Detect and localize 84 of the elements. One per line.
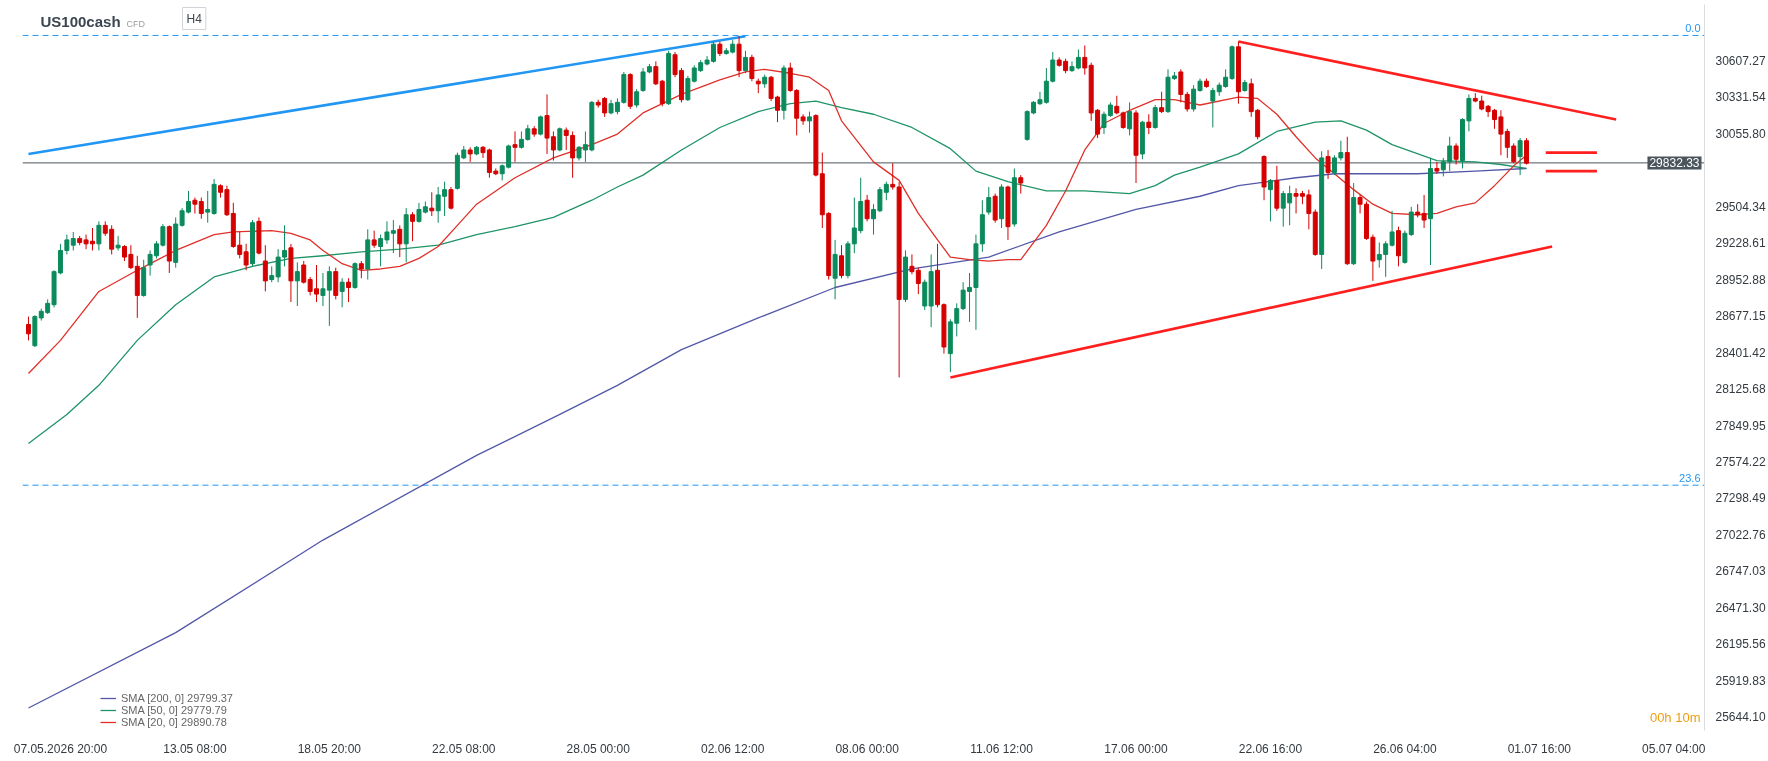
text: US100cash [40,12,121,30]
candlestick [1325,149,1331,180]
candlestick [333,267,339,300]
candlestick [410,211,416,242]
y-tick-label: 25919.83 [1715,673,1766,688]
candlestick [1178,68,1184,103]
ref-line-label: 29832.33 [1649,156,1700,171]
y-tick-label: 29504.34 [1715,199,1766,214]
x-tick-label: 08.06 00:00 [835,741,900,756]
candlestick [685,75,691,102]
candlestick [1152,104,1158,130]
candlestick [1517,137,1523,176]
legend-label: SMA [200, 0] 29799.37 [121,692,233,704]
candlestick [1434,161,1440,175]
x-tick-label: 07.05.2026 20:00 [13,741,108,756]
y-tick-label: 25644.10 [1715,710,1766,725]
x-tick-label: 26.06 04:00 [1373,741,1437,756]
candlestick [807,111,812,134]
y-tick-label: 28125.68 [1715,382,1766,397]
x-tick-label: 28.05 00:00 [566,741,631,756]
candlestick [1524,137,1530,166]
y-tick-label: 30331.54 [1715,90,1766,105]
candlestick [1184,91,1190,113]
x-tick-label: 11.06 12:00 [970,741,1034,756]
y-tick-label: 28952.88 [1715,272,1766,287]
candlestick [992,193,998,224]
x-tick-label: 13.05 08:00 [163,741,227,756]
y-tick-label: 27574.22 [1715,454,1766,469]
y-tick-label: 29228.61 [1715,236,1766,251]
candlestick [1127,101,1133,136]
candlestick [1210,87,1216,128]
candlestick [659,79,665,107]
y-tick-label: 28401.42 [1715,345,1766,360]
annotation: 23.6 [1679,472,1701,485]
candlestick [749,54,755,82]
legend-label: SMA [20, 0] 29890.78 [121,716,227,728]
y-tick-label: 26195.56 [1715,637,1766,652]
y-tick-label: 28677.15 [1715,309,1766,324]
candlestick [301,260,307,285]
candlestick [864,194,870,222]
candlestick [115,235,121,251]
candlestick [1159,91,1165,114]
annotation: 00h 10m [1649,709,1701,725]
y-tick-label: 30055.80 [1715,126,1766,141]
candlestick [1267,178,1273,222]
candlestick [346,277,352,303]
candlestick [1018,174,1024,195]
annotation: 0.0 [1685,22,1701,35]
candlestick [986,186,992,216]
x-tick-label: 22.06 16:00 [1238,741,1303,756]
y-tick-label: 30607.27 [1715,53,1766,68]
candlestick [634,88,640,109]
candlestick [339,277,345,308]
candlestick [262,244,268,292]
x-tick-label: 05.07 04:00 [1642,741,1706,756]
candlestick [922,279,928,311]
candlestick [1082,44,1088,76]
candlestick [832,239,838,300]
candlestick [512,130,518,163]
y-tick-label: 27849.95 [1715,418,1766,433]
candlestick [25,316,31,341]
candlestick [653,60,659,86]
candlestick [352,261,358,290]
candlestick [742,50,748,74]
legend-label: SMA [50, 0] 29779.79 [121,704,227,716]
y-tick-label: 26471.30 [1715,600,1766,615]
candlestick [1453,142,1459,166]
x-tick-label: 18.05 20:00 [297,741,362,756]
line-series [27,100,1528,445]
x-tick-label: 01.07 16:00 [1507,741,1572,756]
candlestick [294,261,300,307]
x-tick-label: 17.06 00:00 [1104,741,1169,756]
y-tick-label: 27298.49 [1715,491,1766,506]
y-tick-label: 27022.76 [1715,527,1766,542]
annotation: CFD [126,18,146,29]
candlestick [1357,194,1363,214]
candlestick [839,244,844,279]
annotation: H4 [186,11,203,26]
candlestick [397,224,403,258]
candlestick [1146,113,1152,135]
x-tick-label: 02.06 12:00 [700,741,765,756]
candlestick [96,220,102,251]
x-tick-label: 22.05 08:00 [432,741,496,756]
y-tick-label: 26747.03 [1715,564,1766,579]
